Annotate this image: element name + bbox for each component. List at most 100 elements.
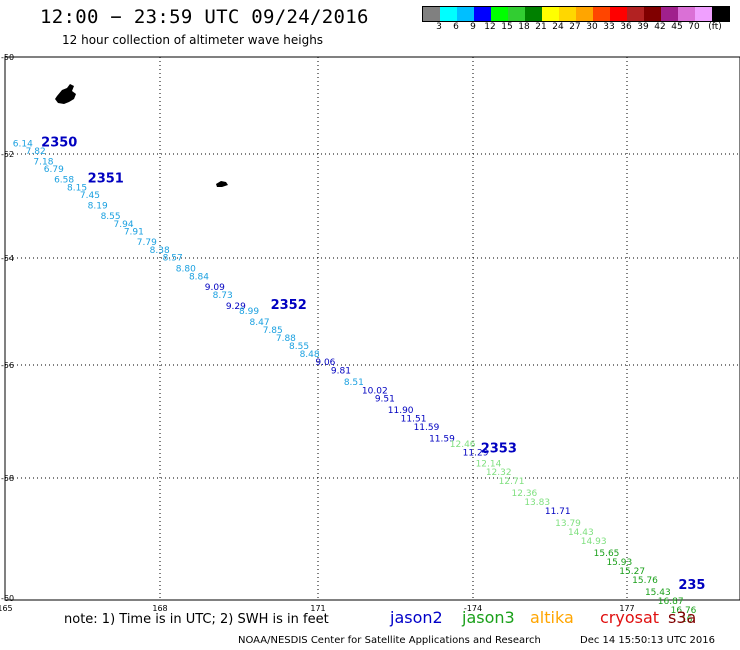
color-scale-label: 15 — [501, 22, 513, 32]
wave-height-label: 8.84 — [189, 272, 209, 282]
latitude-tick-label: -52 — [1, 150, 14, 159]
footer-credit: NOAA/NESDIS Center for Satellite Applica… — [238, 635, 541, 646]
color-swatch — [525, 7, 542, 21]
color-swatch — [474, 7, 491, 21]
color-scale-label: 30 — [586, 22, 598, 32]
longitude-tick-label: -174 — [464, 604, 482, 613]
color-swatch — [695, 7, 712, 21]
wave-height-label: 11.29 — [463, 448, 489, 458]
wave-height-label: 8.80 — [176, 264, 196, 274]
color-scale-bar — [422, 6, 730, 22]
color-scale-label: 36 — [620, 22, 632, 32]
wave-height-label: 7.85 — [263, 326, 283, 336]
axis-tick-labels: 165 168 171 -174 177 -50 -52 -54 -56 -58 -60 — [0, 53, 635, 613]
wave-height-label: 7.82 — [26, 147, 46, 157]
wave-height-label: 8.55 — [289, 342, 309, 352]
color-scale-label: 42 — [654, 22, 666, 32]
wave-height-label: 11.59 — [414, 423, 440, 433]
wave-height-label: 7.91 — [124, 228, 144, 238]
wave-height-label: 8.48 — [300, 350, 320, 360]
wave-height-label: 9.51 — [375, 395, 395, 405]
wave-height-label: 7.79 — [137, 238, 157, 248]
wave-height-label: 12.14 — [476, 460, 502, 470]
latitude-tick-label: -58 — [1, 474, 14, 483]
color-swatch — [491, 7, 508, 21]
wave-height-label: 15.27 — [619, 567, 645, 577]
wave-height-label: 16.87 — [658, 597, 684, 607]
land-features — [55, 84, 228, 187]
wave-height-label: 8.99 — [239, 307, 259, 317]
observation-track: 6.147.827.186.796.588.157.458.19 8.55 7.94… — [13, 140, 697, 625]
color-scale-label: 18 — [518, 22, 530, 32]
satellite-legend-jason2: jason2 — [390, 608, 443, 627]
map-frame — [4, 56, 740, 601]
color-swatch — [593, 7, 610, 21]
pass-number-label: 2350 — [41, 136, 77, 151]
wave-height-label: 8.73 — [213, 291, 233, 301]
pass-number-label: 2353 — [481, 442, 517, 457]
wave-height-label: 6.58 — [54, 176, 74, 186]
latitude-tick-label: -50 — [1, 53, 14, 62]
map-subtitle: 12 hour collection of altimeter wave hei… — [62, 33, 324, 47]
wave-height-label: 11.90 — [388, 406, 414, 416]
color-swatch — [542, 7, 559, 21]
pass-number-label: 2352 — [271, 298, 307, 313]
longitude-tick-label: 171 — [310, 604, 325, 613]
color-swatch — [661, 7, 678, 21]
wave-height-label: 15.43 — [645, 588, 671, 598]
color-scale-labels: 3 6 9 12 15 18 21 24 27 30 33 36 39 42 45 70 (ft) — [422, 22, 740, 34]
wave-height-label: 13.83 — [524, 498, 550, 508]
wave-height-label: 7.88 — [276, 334, 296, 344]
color-swatch — [440, 7, 457, 21]
color-scale-label: 9 — [470, 22, 476, 32]
wave-height-label: 8.57 — [163, 254, 183, 264]
wave-height-label: 9.81 — [331, 366, 351, 376]
longitude-tick-label: 168 — [152, 604, 167, 613]
map-title: 12:00 − 23:59 UTC 09/24/2016 — [40, 6, 369, 28]
color-swatch — [610, 7, 627, 21]
color-scale-label: 70 — [688, 22, 700, 32]
color-swatch — [627, 7, 644, 21]
satellite-legend-cryosat: cryosat — [600, 608, 660, 627]
color-scale-label: 12 — [484, 22, 496, 32]
color-scale-label: 6 — [453, 22, 459, 32]
latitude-tick-label: -60 — [1, 594, 14, 603]
color-swatch — [559, 7, 576, 21]
wave-height-label: 6.79 — [44, 165, 64, 175]
wave-height-label: 16. — [681, 615, 695, 625]
latitude-tick-label: -56 — [1, 361, 14, 370]
color-swatch — [678, 7, 695, 21]
color-swatch — [457, 7, 474, 21]
color-scale-label: 33 — [603, 22, 615, 32]
wave-height-label: 8.47 — [250, 318, 270, 328]
color-scale-label: 24 — [552, 22, 564, 32]
satellite-legend-jason3: jason3 — [462, 608, 515, 627]
wave-height-label: 8.51 — [344, 378, 364, 388]
auckland-islands-landmass — [55, 84, 76, 104]
wave-height-label: 7.18 — [33, 157, 53, 167]
color-scale-label: 27 — [569, 22, 581, 32]
pass-labels: 2350 2351 2352 2353 235 — [41, 136, 705, 593]
footer-timestamp: Dec 14 15:50:13 UTC 2016 — [580, 635, 715, 646]
wave-height-label: 12.71 — [499, 477, 525, 487]
wave-height-label: 15.93 — [606, 558, 632, 568]
wave-height-label: 8.19 — [88, 202, 108, 212]
wave-height-label: 9.29 — [226, 302, 246, 312]
wave-height-label: 14.43 — [568, 528, 594, 538]
wave-height-label: 7.45 — [80, 191, 100, 201]
wave-height-label: 8.38 — [150, 246, 170, 256]
color-swatch — [712, 7, 729, 21]
wave-height-label: 6.14 — [13, 140, 33, 150]
longitude-tick-label: 177 — [619, 604, 634, 613]
color-scale-label: 39 — [637, 22, 649, 32]
wave-height-label: 15.65 — [594, 549, 620, 559]
wave-height-label: 14.93 — [581, 537, 607, 547]
wave-height-label: 11.59 — [429, 434, 455, 444]
grid-lines — [5, 57, 740, 600]
wave-height-label: 15.76 — [632, 576, 658, 586]
latitude-tick-label: -54 — [1, 254, 14, 263]
wave-height-label: 7.94 — [114, 220, 134, 230]
wave-height-label: 9.09 — [205, 283, 225, 293]
wave-height-label: 8.15 — [67, 183, 87, 193]
legend-note: note: 1) Time is in UTC; 2) SWH is in fe… — [64, 612, 329, 627]
